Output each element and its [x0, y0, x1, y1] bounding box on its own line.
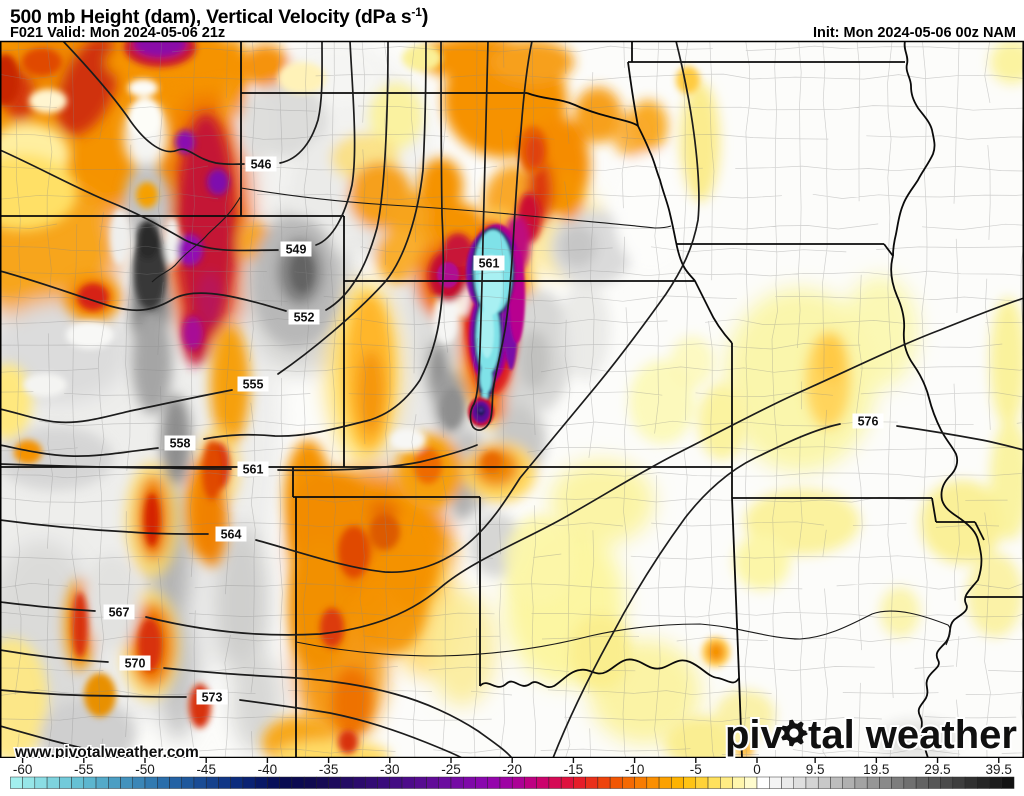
svg-text:576: 576	[858, 415, 879, 429]
svg-text:piv: piv	[725, 713, 784, 757]
svg-text:39.5: 39.5	[986, 762, 1012, 777]
svg-text:-15: -15	[564, 762, 584, 777]
svg-text:546: 546	[251, 158, 272, 172]
svg-text:-30: -30	[380, 762, 400, 777]
svg-text:-60: -60	[13, 762, 33, 777]
svg-text:500 mb Height (dam), Vertical: 500 mb Height (dam), Vertical Velocity (…	[10, 5, 428, 28]
svg-text:19.5: 19.5	[863, 762, 889, 777]
svg-text:F021 Valid: Mon 2024-05-06 21z: F021 Valid: Mon 2024-05-06 21z	[10, 25, 225, 41]
svg-text:549: 549	[286, 243, 307, 257]
svg-text:558: 558	[170, 437, 191, 451]
svg-text:-20: -20	[502, 762, 522, 777]
svg-text:0: 0	[753, 762, 761, 777]
svg-text:564: 564	[221, 528, 242, 542]
svg-text:570: 570	[125, 657, 146, 671]
svg-text:552: 552	[294, 311, 315, 325]
svg-text:-50: -50	[135, 762, 155, 777]
svg-text:-40: -40	[258, 762, 278, 777]
svg-text:www.pivotalweather.com: www.pivotalweather.com	[14, 744, 199, 761]
svg-text:-10: -10	[625, 762, 645, 777]
svg-text:29.5: 29.5	[924, 762, 950, 777]
svg-text:-45: -45	[196, 762, 216, 777]
svg-text:tal weather: tal weather	[808, 713, 1017, 757]
svg-text:-35: -35	[319, 762, 339, 777]
svg-text:-25: -25	[441, 762, 461, 777]
svg-text:9.5: 9.5	[806, 762, 825, 777]
svg-text:561: 561	[243, 463, 264, 477]
svg-text:555: 555	[243, 378, 264, 392]
svg-text:567: 567	[109, 606, 130, 620]
svg-text:-5: -5	[690, 762, 702, 777]
svg-text:573: 573	[202, 691, 223, 705]
svg-text:561: 561	[479, 257, 500, 271]
svg-text:Init: Mon 2024-05-06 00z NAM: Init: Mon 2024-05-06 00z NAM	[813, 25, 1016, 41]
svg-text:-55: -55	[74, 762, 94, 777]
